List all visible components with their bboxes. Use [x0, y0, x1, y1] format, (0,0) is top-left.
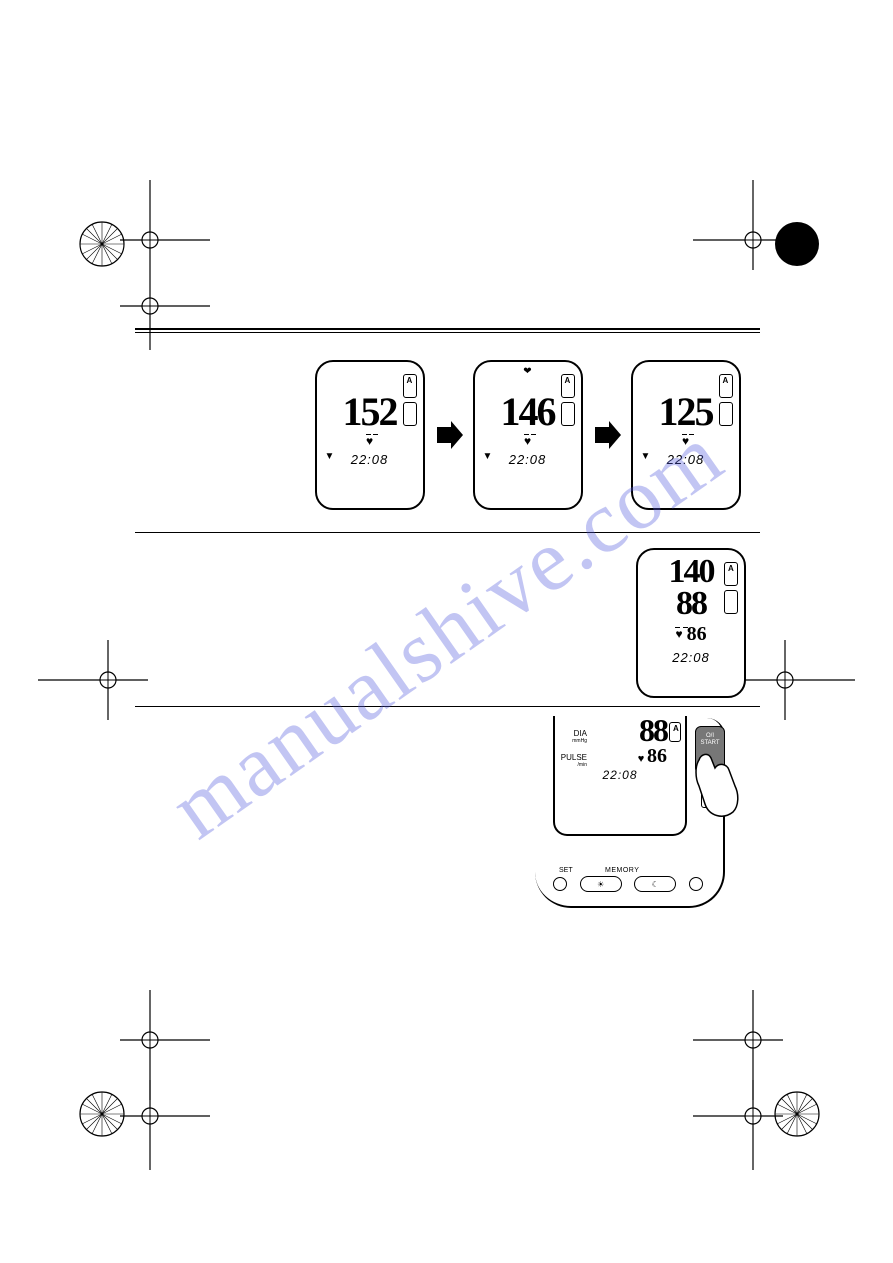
deflate-arrow-icon: ▼ — [641, 451, 651, 462]
user-slot-a-icon — [403, 374, 417, 398]
crop-mark-icon — [38, 640, 148, 720]
row-deflation-sequence: 152 ♥ ▼ 22:08 ❤ 146 ♥ ▼ 22:08 125 ♥ ▼ 22 — [135, 360, 760, 530]
registration-mark-icon — [773, 220, 821, 268]
deflate-arrow-icon: ▼ — [325, 451, 335, 462]
heart-icon: ♥ — [366, 434, 373, 448]
lcd2-time: 22:08 — [481, 452, 575, 467]
device-pulse-value: 86 — [647, 745, 667, 767]
set-button[interactable] — [553, 877, 567, 891]
user-slot-a-icon — [724, 562, 738, 586]
user-slot-a-icon — [669, 722, 681, 742]
finger-press-icon — [689, 752, 741, 829]
crop-mark-icon — [120, 270, 210, 350]
lcd-result-screen: 140 88 ♥ 86 22:08 — [636, 548, 746, 698]
memory-label: MEMORY — [605, 867, 639, 874]
row-device-off: DIA mmHg PULSE /min 88 ♥ 86 22:08 O/ISTA… — [135, 718, 760, 928]
lcd1-time: 22:08 — [323, 452, 417, 467]
irregular-heartbeat-icon: ❤ — [523, 366, 531, 377]
device-illustration: DIA mmHg PULSE /min 88 ♥ 86 22:08 O/ISTA… — [535, 718, 760, 918]
heart-icon: ♥ — [638, 753, 647, 765]
dia-unit: mmHg — [559, 739, 587, 745]
crop-mark-icon — [745, 640, 855, 720]
registration-mark-icon — [773, 1090, 821, 1138]
device-time: 22:08 — [555, 768, 685, 782]
heart-icon: ♥ — [675, 627, 682, 641]
lcd-screen-1: 152 ♥ ▼ 22:08 — [315, 360, 425, 510]
aux-button[interactable] — [689, 877, 703, 891]
user-slot-b-icon — [719, 402, 733, 426]
registration-mark-icon — [78, 1090, 126, 1138]
heart-icon: ♥ — [524, 434, 531, 448]
moon-icon: ☾ — [652, 880, 659, 889]
row-divider — [135, 532, 760, 533]
user-slot-b-icon — [724, 590, 738, 614]
user-slot-b-icon — [403, 402, 417, 426]
pulse-unit: /min — [559, 763, 587, 769]
crop-mark-icon — [693, 990, 783, 1100]
crop-mark-icon — [120, 180, 210, 290]
row-result: 140 88 ♥ 86 22:08 — [135, 548, 760, 698]
heart-icon: ♥ — [682, 434, 689, 448]
user-slot-b-icon — [561, 402, 575, 426]
sequence-arrow-icon — [435, 421, 463, 449]
header-rule — [135, 328, 760, 332]
device-dia-value: 88 — [589, 716, 667, 745]
lcd-screen-2: ❤ 146 ♥ ▼ 22:08 — [473, 360, 583, 510]
crop-mark-icon — [693, 180, 783, 290]
deflate-arrow-icon: ▼ — [483, 451, 493, 462]
set-label: SET — [559, 867, 573, 874]
sun-icon: ☀ — [597, 880, 604, 889]
user-slot-a-icon — [719, 374, 733, 398]
lcd3-time: 22:08 — [639, 452, 733, 467]
evening-memory-button[interactable]: ☾ — [634, 876, 676, 892]
sequence-arrow-icon — [593, 421, 621, 449]
user-slot-a-icon — [561, 374, 575, 398]
result-pulse: 86 — [687, 623, 707, 646]
result-time: 22:08 — [644, 650, 738, 665]
morning-memory-button[interactable]: ☀ — [580, 876, 622, 892]
registration-mark-icon — [78, 220, 126, 268]
crop-mark-icon — [120, 1080, 210, 1170]
crop-mark-icon — [693, 1080, 783, 1170]
row-divider — [135, 706, 760, 707]
lcd-screen-3: 125 ♥ ▼ 22:08 — [631, 360, 741, 510]
crop-mark-icon — [120, 990, 210, 1100]
